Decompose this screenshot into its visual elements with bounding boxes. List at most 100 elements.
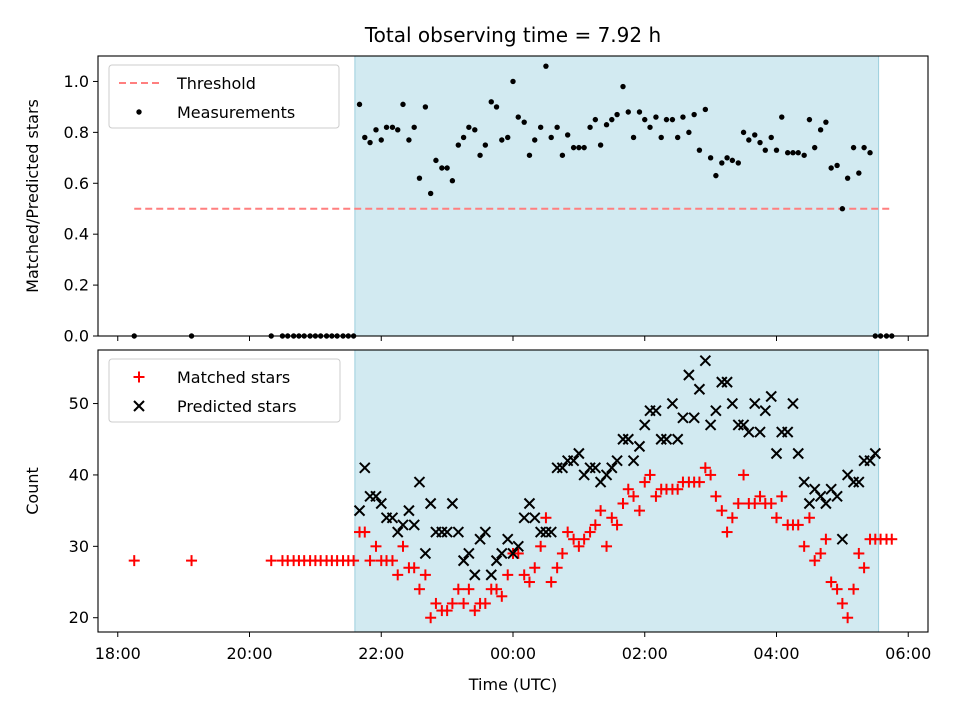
data-point [556,462,569,474]
data-point [397,540,409,552]
data-point [696,147,703,153]
ratio-panel: 0.0 0.2 0.4 0.6 0.8 1.0 Matched/Predicted star… [23,55,929,346]
data-point [792,519,804,531]
data-point [496,590,508,602]
data-point [128,555,140,567]
data-point [392,569,404,581]
data-point [386,512,399,524]
data-point [463,547,475,560]
data-point [710,490,722,502]
data-point [395,127,401,133]
data-point [373,127,379,133]
data-point [601,540,613,552]
data-point [474,533,486,545]
data-point [406,137,412,143]
data-point [518,569,530,581]
data-point [768,134,774,141]
data-point [671,433,684,445]
legend: Threshold Measurements [108,64,340,129]
data-point [677,412,689,424]
data-point [848,583,860,595]
data-point [647,124,653,130]
data-point [853,476,865,488]
data-point [699,462,711,474]
data-point [642,116,648,123]
data-point [622,483,634,495]
data-point [650,404,662,417]
series-matched-stars [128,462,898,624]
data-point [556,547,568,559]
data-point [386,555,398,567]
data-point [705,469,717,481]
data-point [636,109,643,115]
data-point [825,576,837,588]
data-point [532,137,538,143]
data-point [587,124,593,130]
data-point [606,462,618,474]
data-point [540,512,552,524]
data-point [801,152,807,158]
data-point [752,132,758,138]
y-tick-label: 0.8 [64,123,89,142]
data-point [419,569,431,581]
data-point [589,519,601,531]
data-point [639,476,651,488]
data-point [726,397,739,410]
data-point [630,134,637,141]
data-point [803,512,815,524]
data-point [856,170,862,176]
data-point [754,490,766,502]
data-point [815,547,827,559]
data-point [836,533,849,545]
data-point [672,483,684,495]
data-point [452,526,465,538]
data-point [482,142,489,148]
data-point [886,533,898,545]
x-tick-label: 22:00 [358,644,404,663]
data-point [770,512,782,524]
data-point [716,505,728,517]
data-point [614,111,620,118]
data-point [477,152,483,158]
data-point [798,540,810,552]
data-point [603,122,610,128]
data-point [472,127,478,133]
data-point [535,540,547,552]
data-point [452,583,464,595]
data-point [265,555,277,567]
data-point [389,124,396,130]
data-point [449,178,456,184]
data-point [518,512,530,524]
data-point [469,605,481,617]
data-point [839,206,846,212]
data-point [828,165,834,171]
data-point [735,160,741,166]
data-point [779,114,785,120]
x-tick-label: 02:00 [622,644,668,663]
data-point [781,426,794,438]
data-point [680,114,686,120]
data-point [425,612,437,624]
data-point [392,526,404,538]
data-point [683,369,695,381]
data-point [457,554,470,567]
data-point [737,419,750,431]
data-point [564,132,571,138]
data-point [359,462,371,474]
data-point [663,116,670,123]
data-point [597,142,604,148]
data-point [639,419,651,431]
y-tick-label: 40 [69,465,89,484]
data-point [416,175,423,181]
data-point [790,150,796,156]
legend-marker [136,109,142,115]
data-point [850,144,857,151]
data-point [729,157,736,164]
data-point [749,397,761,410]
data-point [600,469,613,481]
data-point [798,476,810,488]
data-point [439,165,445,171]
data-point [707,155,714,161]
data-point [359,526,371,538]
